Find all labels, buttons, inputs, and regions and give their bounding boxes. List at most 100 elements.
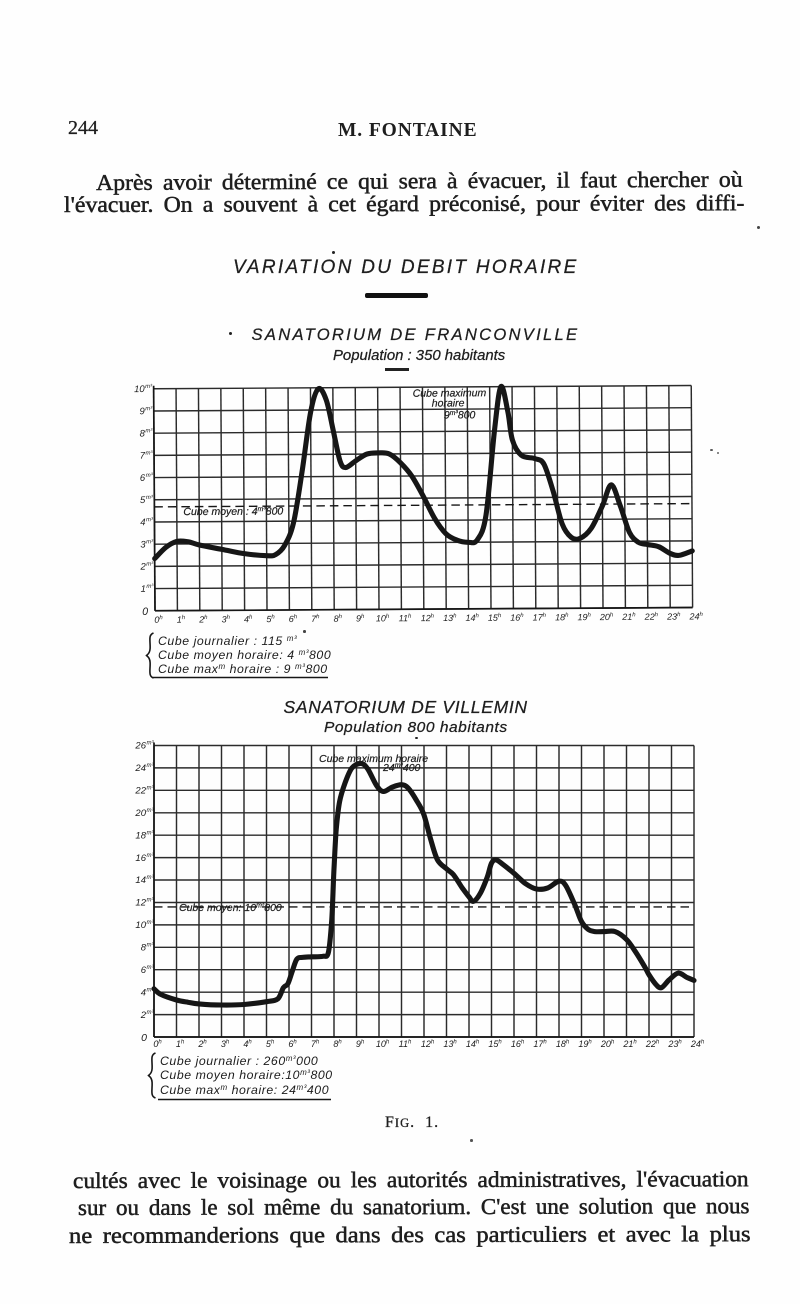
- svg-text:Cube maxm horaire : 9 m³800: Cube maxm horaire : 9 m³800: [158, 662, 328, 676]
- svg-text:20h: 20h: [600, 1039, 615, 1049]
- svg-text:m³: m³: [147, 920, 155, 926]
- svg-text:14h: 14h: [466, 1039, 480, 1049]
- svg-text:12h: 12h: [421, 613, 435, 623]
- svg-text:22h: 22h: [645, 1039, 660, 1049]
- svg-text:8: 8: [141, 943, 147, 954]
- svg-text:24h: 24h: [690, 1039, 705, 1049]
- svg-text:m³: m³: [147, 808, 155, 814]
- svg-text:5h: 5h: [266, 1039, 275, 1049]
- svg-text:17h: 17h: [533, 612, 547, 622]
- svg-text:0h: 0h: [154, 615, 163, 625]
- svg-text:2h: 2h: [197, 1039, 207, 1049]
- svg-text:11h: 11h: [399, 1039, 412, 1049]
- svg-text:m³: m³: [146, 562, 154, 568]
- svg-text:17h: 17h: [533, 1039, 547, 1049]
- svg-text:6h: 6h: [288, 1039, 297, 1049]
- svg-text:8: 8: [140, 428, 146, 439]
- svg-text:2: 2: [140, 1010, 147, 1021]
- svg-text:4: 4: [141, 987, 146, 998]
- svg-text:9h: 9h: [356, 613, 365, 623]
- svg-text:Cube moyen: 10m³800: Cube moyen: 10m³800: [179, 902, 282, 914]
- svg-text:2h: 2h: [198, 614, 208, 624]
- svg-text:1: 1: [141, 584, 146, 595]
- svg-text:3h: 3h: [221, 1039, 230, 1049]
- svg-text:0: 0: [141, 1032, 147, 1044]
- svg-text:14: 14: [135, 875, 146, 886]
- svg-text:15h: 15h: [488, 1039, 502, 1049]
- svg-text:6h: 6h: [289, 614, 298, 624]
- svg-text:6: 6: [141, 965, 147, 976]
- svg-text:4h: 4h: [243, 1039, 252, 1049]
- svg-text:22h: 22h: [644, 612, 659, 622]
- svg-text:16h: 16h: [511, 1039, 525, 1049]
- svg-text:8h: 8h: [334, 614, 343, 624]
- svg-text:m³: m³: [147, 987, 155, 993]
- svg-text:10h: 10h: [376, 1039, 390, 1049]
- svg-text:m³: m³: [147, 853, 155, 859]
- svg-text:m³: m³: [147, 786, 155, 792]
- svg-text:Cube journalier : 260m³000: Cube journalier : 260m³000: [160, 1054, 318, 1068]
- svg-text:11h: 11h: [399, 613, 412, 623]
- svg-text:16: 16: [135, 853, 146, 864]
- svg-text:7: 7: [140, 451, 146, 462]
- svg-text:20: 20: [134, 808, 146, 819]
- svg-text:5h: 5h: [266, 614, 275, 624]
- svg-text:Cube moyen horaire: 4 m³800: Cube moyen horaire: 4 m³800: [158, 648, 331, 662]
- svg-text:12h: 12h: [421, 1039, 435, 1049]
- svg-text:12: 12: [135, 898, 146, 909]
- svg-text:15h: 15h: [488, 613, 502, 623]
- svg-text:m³: m³: [146, 451, 154, 457]
- svg-text:19h: 19h: [578, 1039, 592, 1049]
- svg-text:6: 6: [140, 473, 146, 484]
- svg-text:m³: m³: [147, 943, 155, 949]
- svg-text:m³: m³: [147, 965, 155, 971]
- svg-text:9m³800: 9m³800: [444, 409, 476, 421]
- svg-text:23h: 23h: [667, 1039, 682, 1049]
- svg-text:9h: 9h: [356, 1039, 365, 1049]
- svg-text:Cube moyen horaire:10m³800: Cube moyen horaire:10m³800: [160, 1068, 333, 1082]
- svg-text:m³: m³: [147, 1010, 155, 1016]
- svg-text:3h: 3h: [222, 614, 231, 624]
- svg-text:Cube moyen : 4m³800: Cube moyen : 4m³800: [183, 505, 283, 518]
- svg-text:m³: m³: [145, 428, 153, 434]
- svg-text:21h: 21h: [621, 612, 636, 622]
- svg-text:9: 9: [139, 406, 145, 417]
- svg-text:24h: 24h: [688, 611, 703, 621]
- svg-text:7h: 7h: [311, 614, 320, 624]
- svg-text:24: 24: [134, 763, 146, 774]
- svg-text:0: 0: [142, 606, 148, 618]
- svg-text:m³: m³: [146, 539, 154, 545]
- svg-text:10: 10: [135, 920, 146, 931]
- svg-text:m³: m³: [146, 584, 154, 590]
- svg-text:Cube maxm horaire: 24m³400: Cube maxm horaire: 24m³400: [160, 1083, 329, 1097]
- svg-text:horaire: horaire: [432, 397, 465, 409]
- svg-text:13h: 13h: [443, 613, 457, 623]
- svg-text:23h: 23h: [666, 612, 681, 622]
- svg-text:1h: 1h: [176, 1039, 185, 1049]
- svg-text:19h: 19h: [577, 612, 591, 622]
- svg-text:m³: m³: [147, 741, 155, 747]
- svg-text:16h: 16h: [510, 613, 524, 623]
- svg-text:m³: m³: [145, 384, 153, 390]
- svg-text:22: 22: [134, 786, 146, 797]
- svg-text:3: 3: [140, 539, 146, 550]
- svg-text:4h: 4h: [244, 614, 253, 624]
- svg-text:18h: 18h: [555, 612, 569, 622]
- svg-text:26: 26: [134, 741, 146, 752]
- svg-text:m³: m³: [147, 763, 155, 769]
- svg-text:Cube journalier : 115 m³: Cube journalier : 115 m³: [158, 634, 297, 648]
- svg-text:m³: m³: [146, 517, 154, 523]
- svg-text:5: 5: [140, 495, 146, 506]
- svg-text:4: 4: [140, 517, 145, 528]
- svg-text:18: 18: [135, 830, 146, 841]
- svg-text:24m³400: 24m³400: [382, 762, 421, 774]
- svg-text:m³: m³: [147, 898, 155, 904]
- svg-text:14h: 14h: [465, 613, 479, 623]
- svg-text:m³: m³: [146, 495, 154, 501]
- svg-text:13h: 13h: [443, 1039, 457, 1049]
- svg-text:7h: 7h: [311, 1039, 320, 1049]
- svg-text:Cube maximum horaire: Cube maximum horaire: [319, 753, 428, 765]
- svg-text:m³: m³: [145, 406, 153, 412]
- svg-text:2: 2: [139, 562, 146, 573]
- svg-text:Cube maximum: Cube maximum: [413, 387, 487, 399]
